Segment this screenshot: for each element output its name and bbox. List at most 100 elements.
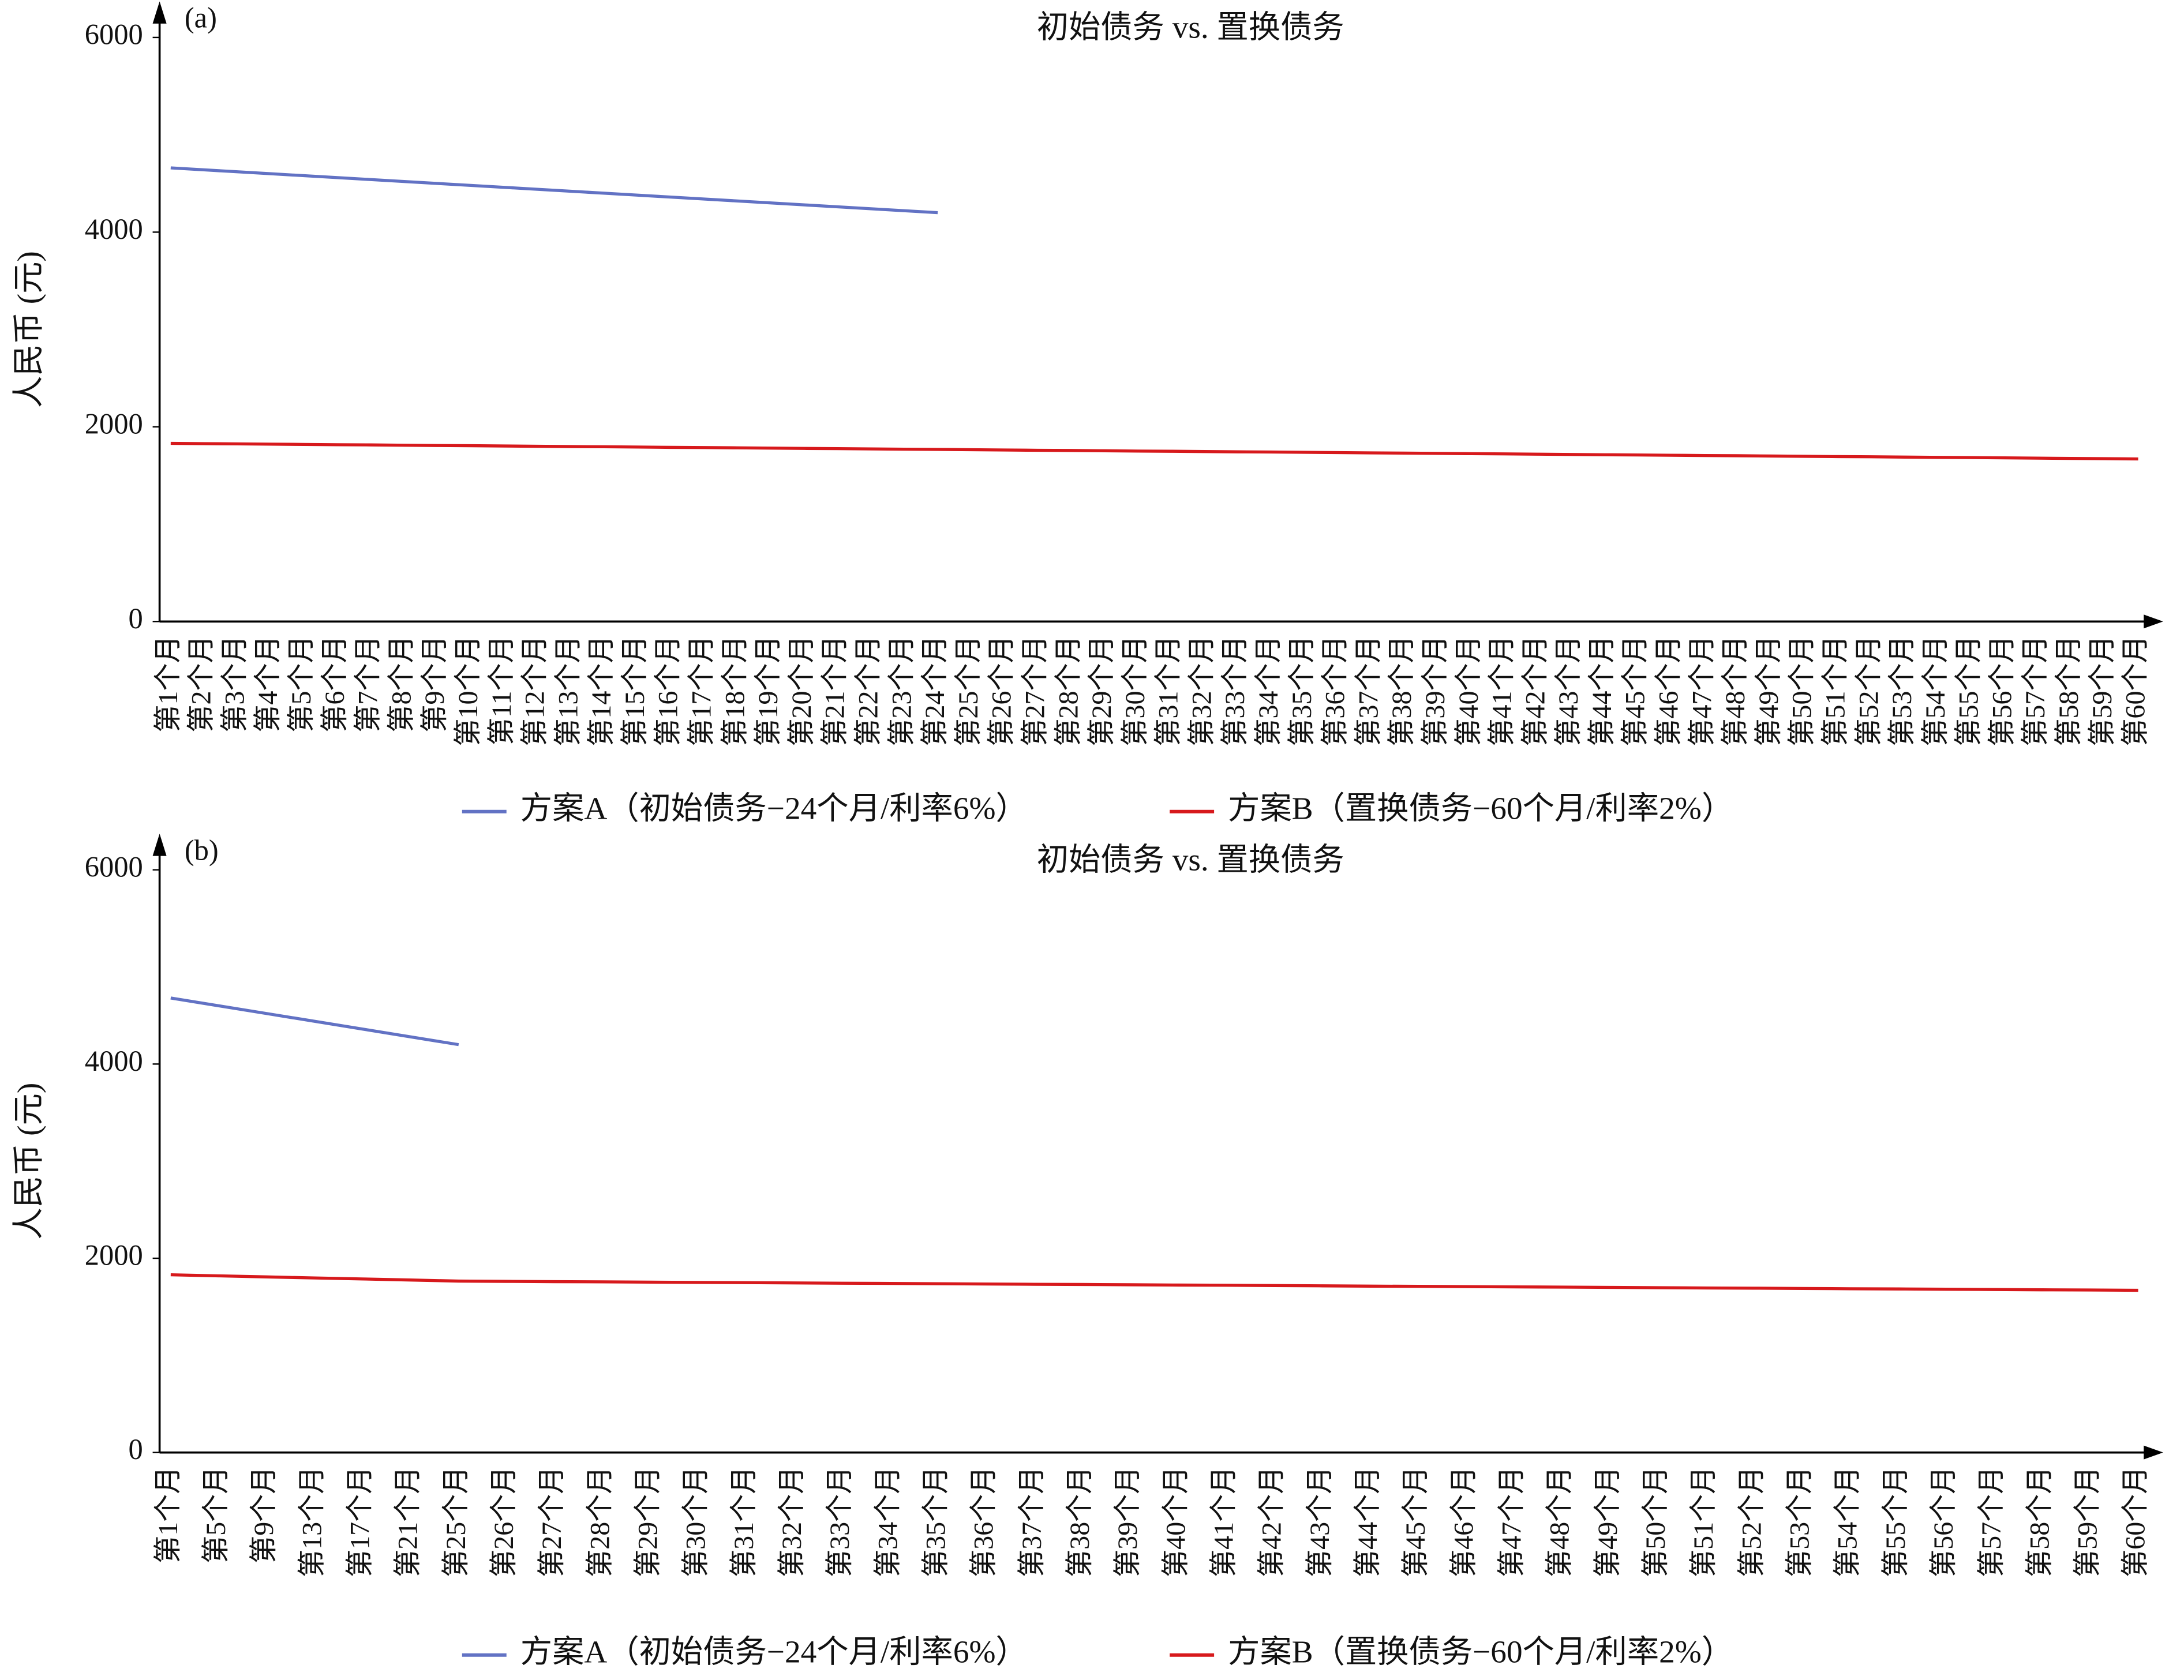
x-tick-label: 第1个月	[153, 635, 183, 732]
x-tick-label: 第39个月	[1112, 1467, 1143, 1577]
x-tick-label: 第39个月	[1420, 635, 1451, 746]
x-tick-label: 第30个月	[1120, 635, 1151, 746]
x-tick-label: 第38个月	[1387, 635, 1417, 746]
x-tick-label: 第10个月	[453, 635, 484, 746]
x-tick-label: 第47个月	[1687, 635, 1717, 746]
x-tick-label: 第53个月	[1887, 635, 1917, 746]
x-tick-label: 第16个月	[653, 635, 684, 746]
x-tick-label: 第14个月	[586, 635, 617, 746]
x-tick-label: 第22个月	[853, 635, 884, 746]
x-tick-label: 第13个月	[553, 635, 583, 746]
x-tick-label: 第11个月	[486, 635, 517, 745]
x-tick-label: 第23个月	[886, 635, 917, 746]
y-tick-label: 0	[128, 602, 143, 635]
x-tick-label: 第60个月	[2121, 1467, 2151, 1577]
x-tick-label: 第56个月	[1928, 1467, 1959, 1577]
x-tick-label: 第27个月	[1020, 635, 1050, 746]
x-tick-label: 第58个月	[2054, 635, 2084, 746]
x-tick-label: 第59个月	[2087, 635, 2118, 746]
x-tick-label: 第1个月	[153, 1467, 183, 1563]
x-tick-label: 第44个月	[1353, 1467, 1383, 1577]
x-tick-label: 第54个月	[1920, 635, 1951, 746]
panel-label: (a)	[185, 2, 217, 34]
x-tick-label: 第26个月	[987, 635, 1017, 746]
x-tick-label: 第25个月	[441, 1467, 471, 1577]
y-axis-label: 人民币 (元)	[11, 251, 46, 408]
x-tick-label: 第51个月	[1688, 1467, 1719, 1577]
x-tick-label: 第59个月	[2072, 1467, 2103, 1577]
x-tick-label: 第29个月	[1087, 635, 1117, 746]
x-tick-label: 第20个月	[786, 635, 817, 746]
x-tick-label: 第37个月	[1353, 635, 1384, 746]
x-tick-label: 第52个月	[1736, 1467, 1767, 1577]
x-axis-arrow	[2144, 1445, 2163, 1460]
x-tick-label: 第43个月	[1553, 635, 1584, 746]
y-tick-label: 6000	[85, 18, 143, 51]
panel-label: (b)	[185, 834, 219, 866]
x-tick-label: 第41个月	[1487, 635, 1518, 746]
x-tick-label: 第48个月	[1545, 1467, 1575, 1577]
x-tick-label: 第8个月	[386, 635, 417, 732]
legend-label: 方案A（初始债务−24个月/利率6%）	[520, 1634, 1028, 1669]
x-tick-label: 第37个月	[1017, 1467, 1047, 1577]
x-tick-label: 第33个月	[825, 1467, 855, 1577]
x-tick-label: 第31个月	[1153, 635, 1184, 746]
x-tick-label: 第25个月	[953, 635, 984, 746]
x-tick-label: 第51个月	[1820, 635, 1850, 746]
x-tick-label: 第9个月	[249, 1467, 279, 1563]
x-tick-label: 第9个月	[419, 635, 450, 732]
legend-label: 方案A（初始债务−24个月/利率6%）	[520, 790, 1028, 826]
x-tick-label: 第47个月	[1496, 1467, 1527, 1577]
x-tick-label: 第42个月	[1257, 1467, 1287, 1577]
x-tick-label: 第34个月	[872, 1467, 903, 1577]
x-tick-label: 第46个月	[1654, 635, 1684, 746]
series-line	[170, 1273, 2138, 1292]
x-tick-label: 第26个月	[489, 1467, 519, 1577]
x-tick-label: 第55个月	[1954, 635, 1984, 746]
x-tick-label: 第28个月	[585, 1467, 615, 1577]
x-tick-label: 第53个月	[1784, 1467, 1815, 1577]
x-tick-label: 第36个月	[1320, 635, 1351, 746]
legend-label: 方案B（置换债务−60个月/利率2%）	[1228, 1634, 1733, 1669]
x-tick-label: 第48个月	[1720, 635, 1751, 746]
x-tick-label: 第43个月	[1305, 1467, 1335, 1577]
x-tick-label: 第12个月	[520, 635, 550, 746]
legend-label: 方案B（置换债务−60个月/利率2%）	[1228, 790, 1733, 826]
y-axis-arrow	[152, 1, 167, 24]
x-tick-label: 第60个月	[2121, 635, 2151, 746]
x-tick-label: 第57个月	[1976, 1467, 2007, 1577]
x-tick-label: 第4个月	[253, 635, 283, 732]
x-tick-label: 第38个月	[1065, 1467, 1095, 1577]
y-axis-label: 人民币 (元)	[11, 1083, 46, 1240]
x-tick-label: 第46个月	[1448, 1467, 1479, 1577]
x-tick-label: 第2个月	[186, 635, 217, 732]
x-tick-label: 第21个月	[820, 635, 851, 746]
x-tick-label: 第45个月	[1400, 1467, 1431, 1577]
x-tick-label: 第13个月	[297, 1467, 327, 1577]
x-tick-label: 第3个月	[219, 635, 250, 732]
series-line	[170, 441, 2138, 461]
x-tick-label: 第27个月	[537, 1467, 567, 1577]
y-tick-label: 2000	[85, 1239, 143, 1272]
x-tick-label: 第50个月	[1787, 635, 1818, 746]
x-tick-label: 第55个月	[1880, 1467, 1911, 1577]
x-tick-label: 第35个月	[920, 1467, 951, 1577]
x-tick-label: 第42个月	[1520, 635, 1550, 746]
x-tick-label: 第34个月	[1253, 635, 1284, 746]
x-axis-arrow	[2144, 614, 2163, 629]
x-tick-label: 第44个月	[1587, 635, 1617, 746]
x-tick-label: 第56个月	[1987, 635, 2017, 746]
y-axis-arrow	[152, 834, 167, 856]
y-tick-label: 6000	[85, 850, 143, 883]
x-tick-label: 第17个月	[345, 1467, 376, 1577]
x-tick-label: 第58个月	[2024, 1467, 2055, 1577]
x-tick-label: 第32个月	[777, 1467, 807, 1577]
x-tick-label: 第30个月	[681, 1467, 711, 1577]
x-tick-label: 第15个月	[620, 635, 650, 746]
y-tick-label: 4000	[85, 1045, 143, 1077]
x-tick-label: 第29个月	[633, 1467, 664, 1577]
x-tick-label: 第49个月	[1754, 635, 1784, 746]
x-tick-label: 第24个月	[920, 635, 950, 746]
x-tick-label: 第31个月	[729, 1467, 759, 1577]
